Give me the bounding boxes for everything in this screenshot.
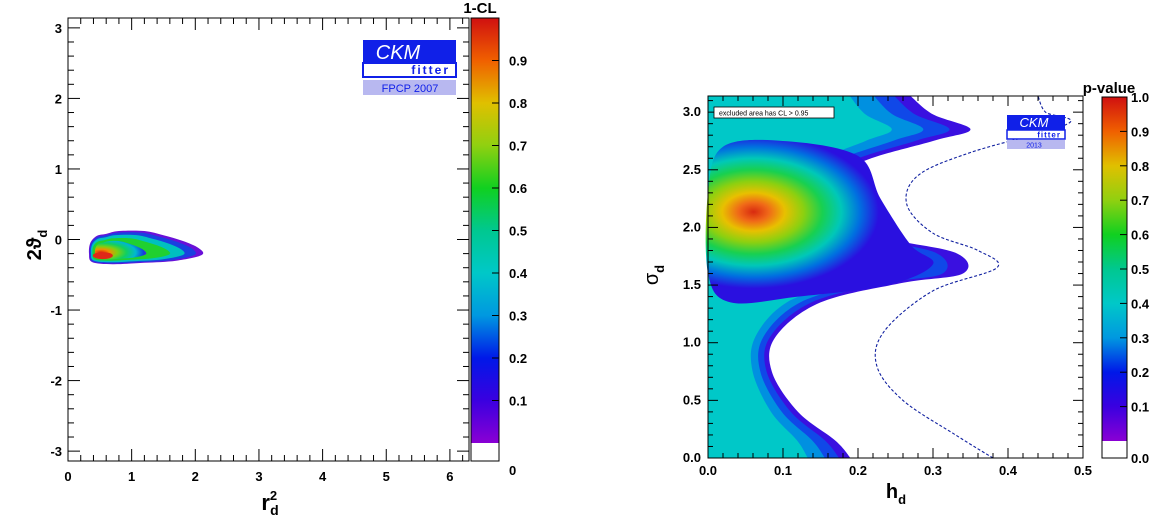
logo-tag-left: FPCP 2007: [382, 83, 439, 95]
region-core-right: [705, 139, 934, 304]
logo-sub-right: fitter: [1037, 131, 1061, 140]
y-tick-label-right: 1.5: [683, 277, 701, 292]
colorbar-tick-label-left: 0.5: [509, 224, 527, 239]
colorbar-ticks-left: 0 0.1 0.2 0.3 0.4 0.5 0.6 0.7 0.8 0.9: [492, 54, 528, 478]
axis-ticks-right: 0.0 0.1 0.2 0.3 0.4 0.5 0.0 0.5 1.0 1.5 2.0 2.5 3.0: [683, 96, 1092, 478]
colorbar-tick-label-right: 1.0: [1131, 90, 1149, 105]
x-tick-label-left: 2: [192, 469, 199, 484]
axis-ticks-left: 0 1 2 3 4 5 6 -3 -2 -1 0 1 2 3: [50, 18, 469, 484]
colorbar-tick-label-left: 0.6: [509, 181, 527, 196]
ckmfitter-logo-left: CKM fitter FPCP 2007: [362, 40, 457, 95]
y-tick-label-right: 3.0: [683, 104, 701, 119]
x-axis-title-right: hd: [886, 481, 906, 507]
colorbar-tick-label-left: 0.4: [509, 266, 528, 281]
x-tick-label-right: 0.3: [924, 463, 942, 478]
logo-sub-left: fitter: [411, 63, 450, 77]
colorbar-label-left: 1-CL: [463, 0, 496, 17]
y-tick-label-left: 3: [55, 21, 62, 36]
colorbar-tick-label-left: 0: [509, 463, 516, 478]
colorbar-tick-label-right: 0.3: [1131, 331, 1149, 346]
x-tick-label-left: 6: [446, 469, 453, 484]
colorbar-tick-label-left: 0.2: [509, 351, 527, 366]
y-tick-label-right: 1.0: [683, 335, 701, 350]
confidence-region-left: [88, 230, 204, 265]
logo-name-right: CKM: [1020, 115, 1049, 130]
x-tick-label-left: 1: [128, 469, 135, 484]
y-tick-label-left: 2: [55, 91, 62, 106]
colorbar-tick-label-right: 0.0: [1131, 451, 1149, 466]
x-tick-label-left: 0: [64, 469, 71, 484]
y-tick-label-right: 2.5: [683, 162, 701, 177]
y-tick-label-right: 2.0: [683, 219, 701, 234]
right-chart: 0.0 0.1 0.2 0.3 0.4 0.50.00.51.01.52.02.53.0 …: [641, 80, 1150, 507]
colorbar-tick-label-right: 0.6: [1131, 228, 1149, 243]
y-axis-title-right: σd: [641, 265, 667, 285]
y-axis-title-left: 2ϑd: [24, 230, 50, 261]
confidence-region-right: [705, 95, 1072, 459]
x-tick-label-left: 3: [255, 469, 262, 484]
logo-name-left: CKM: [376, 42, 421, 64]
x-tick-label-left: 5: [383, 469, 390, 484]
colorbar-tick-label-left: 0.8: [509, 96, 527, 111]
x-tick-label-right: 0.0: [699, 463, 717, 478]
legend-note-box: excluded area has CL > 0.95: [713, 106, 835, 119]
y-tick-label-left: -3: [50, 444, 62, 459]
colorbar-tick-label-right: 0.1: [1131, 400, 1149, 415]
x-axis-title-left: r2 d: [261, 488, 278, 518]
y-tick-label-right: 0.5: [683, 392, 701, 407]
ckmfitter-logo-right: CKM fitter 2013: [1006, 115, 1066, 150]
x-tick-label-left: 4: [319, 469, 327, 484]
colorbar-tick-label-right: 0.5: [1131, 262, 1149, 277]
colorbar-tick-label-left: 0.7: [509, 139, 527, 154]
y-tick-label-left: -2: [50, 374, 62, 389]
x-tick-label-right: 0.4: [999, 463, 1018, 478]
colorbar-label-right: p-value: [1083, 80, 1136, 97]
x-tick-label-right: 0.2: [849, 463, 867, 478]
y-tick-label-left: -1: [50, 303, 62, 318]
colorbar-tick-label-left: 0.3: [509, 309, 527, 324]
colorbar-tick-label-right: 0.8: [1131, 159, 1149, 174]
logo-tag-right: 2013: [1026, 143, 1042, 150]
colorbar-tick-label-left: 0.9: [509, 54, 527, 69]
colorbar-tick-label-left: 0.1: [509, 394, 527, 409]
x-tick-label-right: 0.1: [774, 463, 792, 478]
colorbar-tick-label-right: 0.4: [1131, 296, 1150, 311]
best-fit-left: [92, 252, 113, 260]
legend-note-text: excluded area has CL > 0.95: [719, 111, 809, 118]
colorbar-tick-label-right: 0.7: [1131, 193, 1149, 208]
y-tick-label-left: 1: [55, 162, 62, 177]
y-tick-label-right: 0.0: [683, 450, 701, 465]
colorbar-tick-label-right: 0.9: [1131, 124, 1149, 139]
colorbar-tick-label-right: 0.2: [1131, 365, 1149, 380]
y-tick-label-left: 0: [55, 233, 62, 248]
colorbar-ticks-right: 0.0 0.1 0.2 0.3 0.4 0.5 0.6 0.7 0.8 0.9 1.0: [1120, 90, 1150, 466]
left-chart: 0 1 2 3 4 5 6 -3 -2 -1 0 1 2 3 CKM fitter FPCP 2007 0…: [24, 0, 528, 518]
x-tick-label-right: 0.5: [1074, 463, 1092, 478]
